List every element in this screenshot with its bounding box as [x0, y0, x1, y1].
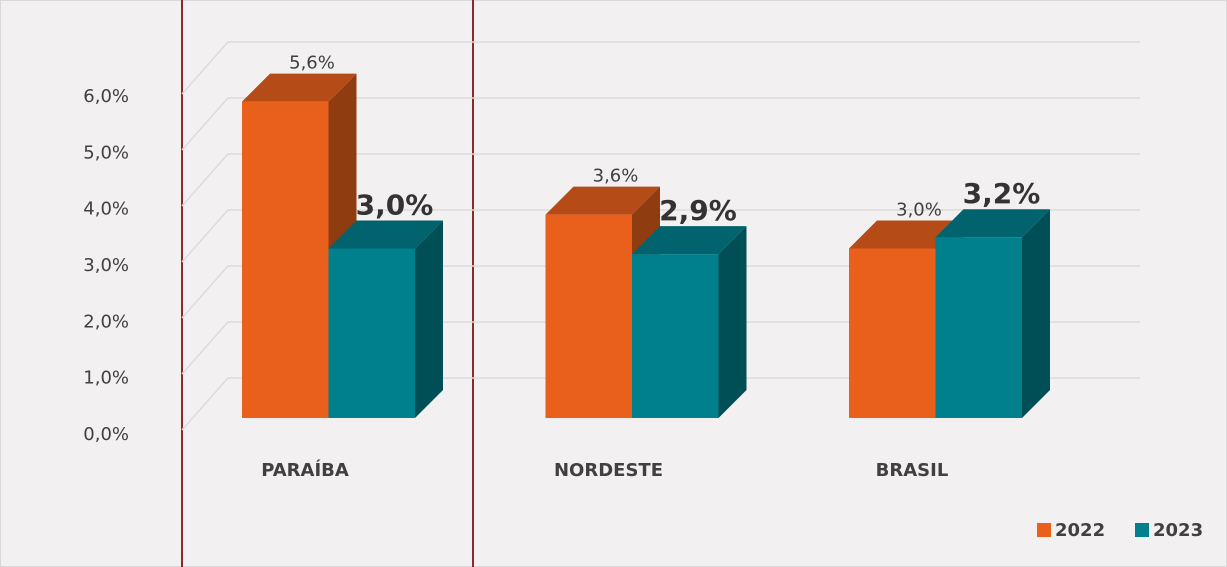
- bar-top: [849, 220, 964, 249]
- y-tick-label: 0,0%: [83, 424, 129, 445]
- x-tick-label: BRASIL: [876, 460, 949, 481]
- value-label: 3,6%: [593, 166, 639, 187]
- x-tick-label: NORDESTE: [554, 460, 663, 481]
- legend-swatch: [1135, 523, 1149, 537]
- y-tick-label: 5,0%: [83, 142, 129, 163]
- bar: [328, 220, 443, 418]
- y-tick-label: 1,0%: [83, 368, 129, 389]
- bar-top: [328, 220, 443, 249]
- value-label: 3,0%: [896, 200, 942, 221]
- y-tick-label: 2,0%: [83, 311, 129, 332]
- bar-front: [632, 254, 719, 418]
- bar-side: [1022, 209, 1050, 418]
- grid-line: [181, 209, 1140, 263]
- x-tick-label: PARAÍBA: [261, 459, 349, 481]
- bar-front: [328, 248, 415, 418]
- legend-label: 2022: [1055, 520, 1105, 541]
- bar-side: [415, 220, 443, 418]
- grid-line: [181, 97, 1140, 151]
- bar-top: [242, 73, 357, 102]
- bar-top: [545, 186, 660, 215]
- bar-front: [935, 237, 1022, 418]
- bar: [632, 226, 747, 418]
- y-tick-label: 6,0%: [83, 86, 129, 107]
- legend-label: 2023: [1153, 520, 1203, 541]
- grid-line: [181, 41, 1140, 95]
- grid-line: [181, 377, 1140, 431]
- highlight-box: [181, 0, 474, 567]
- grid-line: [181, 265, 1140, 319]
- bar-front: [849, 248, 936, 418]
- bar-side: [718, 226, 747, 418]
- value-label: 5,6%: [289, 53, 335, 74]
- bar-top: [935, 209, 1050, 238]
- bar: [935, 209, 1050, 418]
- value-label: 3,0%: [356, 189, 434, 222]
- bar-front: [242, 101, 329, 418]
- bar-front: [545, 214, 632, 418]
- value-label: 2,9%: [659, 194, 737, 227]
- grid-line: [181, 153, 1140, 207]
- y-tick-label: 3,0%: [83, 255, 129, 276]
- legend-swatch: [1037, 523, 1051, 537]
- grid-line: [181, 321, 1140, 375]
- y-tick-label: 4,0%: [83, 199, 129, 220]
- value-label: 3,2%: [963, 177, 1041, 210]
- bar-top: [632, 226, 747, 255]
